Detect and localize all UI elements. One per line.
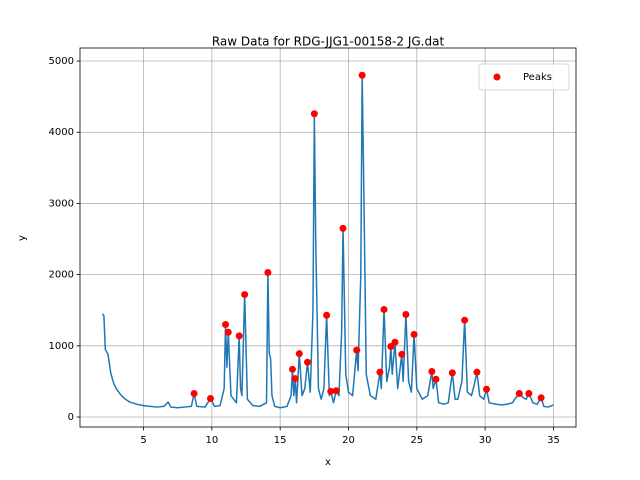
y-tick-label: 2000 — [49, 270, 74, 281]
plot-area — [101, 71, 554, 409]
peak-point — [291, 375, 299, 383]
y-tick-label: 4000 — [49, 127, 74, 138]
peak-point — [515, 390, 523, 398]
peak-point — [241, 291, 249, 299]
peak-point — [391, 338, 399, 346]
y-tick-label: 0 — [68, 412, 74, 423]
peak-point — [222, 320, 230, 328]
legend-label: Peaks — [523, 72, 552, 83]
peak-point — [235, 332, 243, 340]
peak-point — [264, 268, 272, 276]
peak-point — [525, 390, 533, 398]
peak-point — [432, 375, 440, 383]
x-tick-label: 10 — [205, 435, 218, 446]
x-tick-label: 30 — [479, 435, 492, 446]
y-tick-label: 5000 — [49, 56, 74, 67]
peak-point — [310, 110, 318, 118]
y-axis-label: y — [17, 235, 28, 241]
peak-point — [304, 358, 312, 366]
peak-point — [473, 368, 481, 376]
peak-point — [376, 368, 384, 376]
peak-point — [327, 387, 335, 395]
peak-point — [537, 394, 545, 402]
peak-point — [380, 306, 388, 314]
peak-point — [402, 311, 410, 319]
legend-marker — [493, 73, 501, 81]
peak-point — [339, 224, 347, 232]
x-tick-label: 25 — [410, 435, 423, 446]
x-tick-label: 15 — [274, 435, 287, 446]
y-tick-label: 1000 — [49, 341, 74, 352]
peak-point — [483, 385, 491, 393]
peak-point — [398, 350, 406, 358]
peak-point — [288, 365, 296, 373]
chart-title: Raw Data for RDG-JJG1-00158-2 JG.dat — [212, 35, 445, 49]
legend-box — [478, 63, 570, 91]
peak-point — [428, 367, 436, 375]
plot-frame — [79, 47, 577, 428]
x-tick-label: 20 — [342, 435, 355, 446]
peak-point — [206, 395, 214, 403]
peak-point — [295, 350, 303, 358]
peak-point — [190, 390, 198, 398]
y-tick-label: 3000 — [49, 198, 74, 209]
peak-point — [410, 330, 418, 338]
peak-point — [323, 311, 331, 319]
data-line — [101, 74, 554, 409]
peak-point — [332, 387, 340, 395]
peak-point — [448, 369, 456, 377]
peak-point — [224, 328, 232, 336]
peak-point — [353, 346, 361, 354]
peak-point — [461, 316, 469, 324]
x-tick-label: 35 — [547, 435, 560, 446]
x-tick-label: 5 — [140, 435, 146, 446]
peak-point — [358, 71, 366, 79]
x-axis-label: x — [325, 457, 331, 468]
